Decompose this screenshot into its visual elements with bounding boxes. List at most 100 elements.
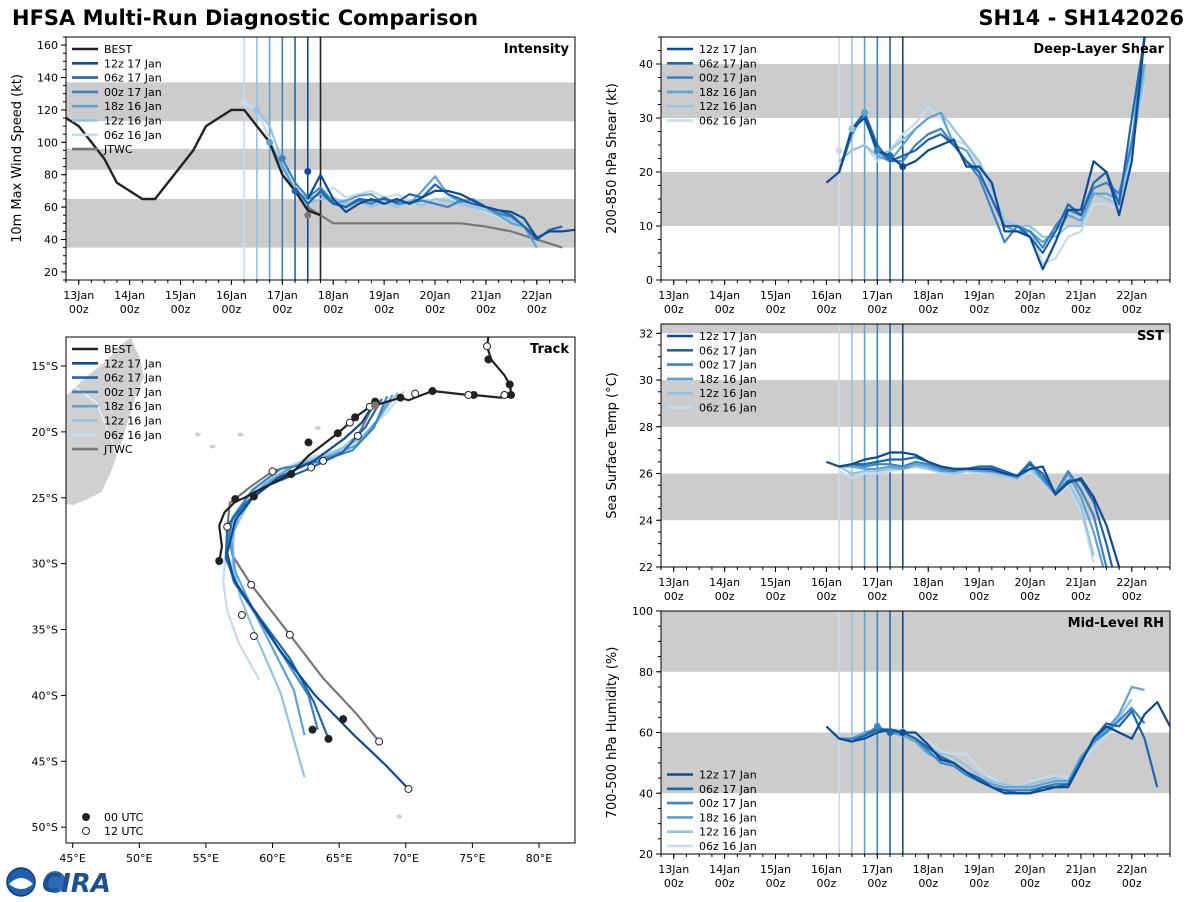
shear-xtick-label: 00z xyxy=(1071,303,1091,316)
intensity-run-line xyxy=(281,157,538,238)
track-marker-legend-label: 00 UTC xyxy=(104,811,144,824)
track-lat-label: 20°S xyxy=(32,426,58,439)
track-legend-label: 12z 17 Jan xyxy=(104,357,162,370)
track-legend-label: 06z 17 Jan xyxy=(104,372,162,385)
best-00utc-marker xyxy=(287,470,296,479)
sst-xtick-label: 18Jan xyxy=(913,576,944,589)
rh-xtick-label: 00z xyxy=(1020,877,1040,890)
intensity-run-marker xyxy=(240,98,248,106)
shear-ytick-label: 40 xyxy=(639,58,653,71)
intensity-run-marker xyxy=(253,106,261,114)
intensity-xtick-label: 00z xyxy=(272,303,292,316)
intensity-best-line xyxy=(66,108,321,217)
best-00utc-marker xyxy=(304,438,313,447)
rh-xtick-label: 00z xyxy=(1071,877,1091,890)
sst-xtick-label: 16Jan xyxy=(811,576,842,589)
sst-title: SST xyxy=(1137,329,1164,344)
shear-xtick-label: 00z xyxy=(1122,303,1142,316)
intensity-xtick-label: 20Jan xyxy=(420,289,451,302)
intensity-xtick-label: 18Jan xyxy=(318,289,349,302)
jtwc-12utc-marker xyxy=(223,522,232,531)
shear-xtick-label: 00z xyxy=(664,303,684,316)
shear-xtick-label: 17Jan xyxy=(862,289,893,302)
sst-xtick-label: 22Jan xyxy=(1116,576,1147,589)
noaa-cira-logo-icon: CIRA xyxy=(6,867,111,899)
track-legend-label: JTWC xyxy=(103,443,133,456)
sst-xtick-label: 14Jan xyxy=(709,576,740,589)
intensity-ytick-label: 60 xyxy=(44,201,58,214)
shear-legend-label: 18z 16 Jan xyxy=(699,86,757,99)
sst-xtick-label: 00z xyxy=(766,590,786,603)
jtwc-12utc-marker xyxy=(307,463,316,472)
intensity-legend-label: 12z 16 Jan xyxy=(104,115,162,128)
intensity-xtick-label: 22Jan xyxy=(521,289,552,302)
track-lat-label: 40°S xyxy=(32,689,58,702)
intensity-xtick-label: 00z xyxy=(120,303,140,316)
shear-legend-label: 06z 17 Jan xyxy=(699,57,757,70)
sst-xtick-label: 00z xyxy=(664,590,684,603)
shear-xtick-label: 13Jan xyxy=(658,289,689,302)
intensity-xtick-label: 00z xyxy=(527,303,547,316)
sst-xtick-label: 19Jan xyxy=(964,576,995,589)
best-00utc-marker xyxy=(428,387,437,396)
rh-xtick-label: 20Jan xyxy=(1015,863,1046,876)
intensity-ytick-label: 40 xyxy=(44,234,58,247)
rh-ytick-label: 100 xyxy=(632,605,653,618)
island-land xyxy=(314,425,321,430)
run-track-line xyxy=(224,395,389,730)
intensity-ylabel: 10m Max Wind Speed (kt) xyxy=(10,74,25,243)
best-00utc-marker xyxy=(505,380,514,389)
sst-xtick-label: 00z xyxy=(969,590,989,603)
rh-xtick-label: 00z xyxy=(918,877,938,890)
rh-run-line xyxy=(825,701,1170,795)
sst-legend-label: 18z 16 Jan xyxy=(699,373,757,386)
intensity-xtick-label: 00z xyxy=(171,303,191,316)
shear-xtick-label: 00z xyxy=(867,303,887,316)
track-map: 15°S 20°S 25°S 30°S 35°S 40°S 45°S 50°S 45°E 50°E… xyxy=(32,336,576,865)
intensity-xtick-label: 00z xyxy=(69,303,89,316)
track-lat-label: 50°S xyxy=(32,821,58,834)
intensity-jtwc-line xyxy=(307,206,563,249)
rh-xtick-label: 18Jan xyxy=(913,863,944,876)
best-00utc-marker xyxy=(484,355,493,364)
rh-run-marker xyxy=(873,722,881,730)
track-start-marker xyxy=(371,401,380,410)
intensity-run-marker xyxy=(304,167,312,175)
intensity-ytick-label: 100 xyxy=(37,136,58,149)
intensity-xtick-label: 00z xyxy=(476,303,496,316)
shear-xtick-label: 21Jan xyxy=(1065,289,1096,302)
run-track-line xyxy=(230,394,394,736)
intensity-legend-label: 00z 17 Jan xyxy=(104,86,162,99)
madagascar-border xyxy=(75,386,119,459)
intensity-legend-label: 12z 17 Jan xyxy=(104,57,162,70)
best-00utc-marker xyxy=(507,390,516,399)
shear-legend-label: 00z 17 Jan xyxy=(699,72,757,85)
best-00utc-marker xyxy=(396,393,405,402)
island-land xyxy=(237,432,244,437)
jtwc-12utc-marker xyxy=(285,630,294,639)
track-lon-label: 60°E xyxy=(259,852,285,865)
intensity-ytick-label: 120 xyxy=(37,104,58,117)
rh-xtick-label: 00z xyxy=(867,877,887,890)
intensity-xtick-label: 16Jan xyxy=(216,289,247,302)
sst-legend-label: 06z 17 Jan xyxy=(699,344,757,357)
shear-xtick-label: 00z xyxy=(969,303,989,316)
rh-xtick-label: 19Jan xyxy=(964,863,995,876)
rh-xtick-label: 17Jan xyxy=(862,863,893,876)
intensity-ytick-label: 160 xyxy=(37,39,58,52)
shear-run-marker xyxy=(899,163,907,171)
sst-ytick-label: 26 xyxy=(639,468,653,481)
best-00utc-marker xyxy=(231,495,240,504)
rh-legend-label: 06z 16 Jan xyxy=(699,840,757,853)
sst-ylabel: Sea Surface Temp (°C) xyxy=(605,372,620,519)
sst-xtick-label: 21Jan xyxy=(1065,576,1096,589)
shear-plot-area xyxy=(661,37,1170,280)
rh-xtick-label: 14Jan xyxy=(709,863,740,876)
track-lon-label: 75°E xyxy=(459,852,485,865)
shear-ytick-label: 0 xyxy=(646,274,653,287)
best-00utc-marker xyxy=(351,413,360,422)
rh-xtick-label: 00z xyxy=(1122,877,1142,890)
sst-chart: 22242628303213Jan00z14Jan00z15Jan00z16Ja… xyxy=(605,323,1171,603)
shear-legend-label: 06z 16 Jan xyxy=(699,115,757,128)
